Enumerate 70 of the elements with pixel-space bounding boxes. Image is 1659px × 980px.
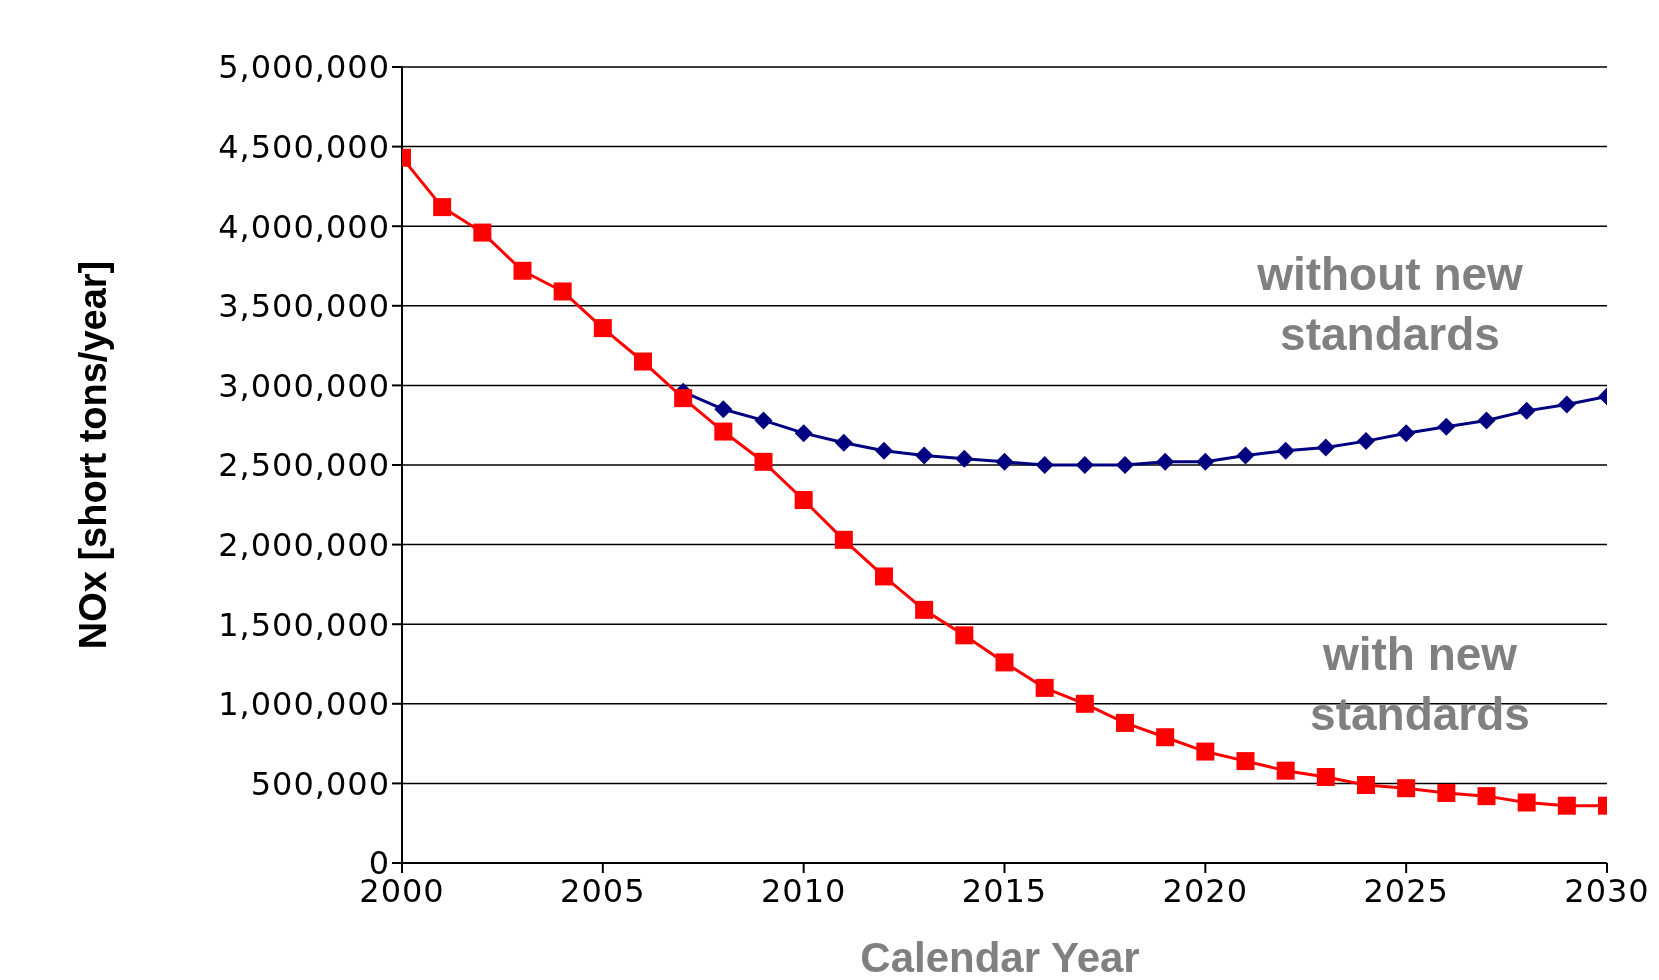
point [593,319,612,338]
y-tick-label: 1,000,000 [218,685,390,724]
point [1316,768,1335,787]
point [1557,796,1576,815]
point [1116,713,1134,732]
y-tick-label: 4,000,000 [218,207,390,246]
y-tick-label: 3,000,000 [218,366,390,405]
point [1035,456,1054,474]
point [513,261,532,280]
x-tick-label: 2010 [760,871,847,910]
point [875,441,893,460]
point [754,452,773,471]
point [1437,417,1456,436]
point [1316,438,1335,457]
point [995,452,1014,471]
y-tick-label: 3,500,000 [218,287,390,326]
point [955,449,974,468]
y-tick-label: 2,000,000 [218,525,390,564]
point [1517,793,1536,812]
point [1397,424,1416,443]
point [1196,452,1215,471]
point [834,530,853,549]
y-tick-label: 4,500,000 [218,127,390,166]
point [1276,761,1295,780]
point [1156,452,1175,471]
y-tick-label: 5,000,000 [218,48,390,87]
point [955,626,974,645]
x-tick-label: 2015 [961,871,1048,910]
point [1477,787,1496,806]
x-axis-title: Calendar Year [860,934,1140,980]
point [714,400,733,419]
point [875,567,893,586]
point [995,653,1014,672]
point [1236,446,1255,465]
x-tick-label: 2030 [1564,871,1650,910]
point [1156,728,1175,747]
point [834,433,853,452]
series-label: without new standards [1256,247,1524,362]
point [1437,783,1456,802]
y-tick-label: 2,500,000 [218,446,390,485]
point [1116,456,1134,474]
point [1357,432,1375,451]
y-axis-title: NOx [short tons/year] [71,260,115,650]
point [1075,456,1094,474]
point [433,198,452,217]
x-tick-label: 2020 [1162,871,1249,910]
y-tick-label: 1,500,000 [218,605,390,644]
point [674,389,693,408]
point [634,352,652,371]
point [1035,678,1054,697]
y-tick-label: 500,000 [250,764,390,803]
point [553,282,572,301]
point [1517,401,1536,420]
point [794,491,813,510]
point [794,424,813,443]
x-tick-label: 2005 [560,871,646,910]
point [1276,441,1295,460]
point [915,600,934,619]
point [473,223,492,242]
point [714,422,733,441]
point [1196,742,1215,761]
point [915,446,934,465]
point [1557,395,1576,414]
x-tick-label: 2025 [1363,871,1449,910]
point [1357,775,1375,794]
point [1075,694,1094,713]
point [1236,752,1255,771]
point [1397,779,1416,798]
point [1477,411,1496,430]
point [754,411,773,430]
